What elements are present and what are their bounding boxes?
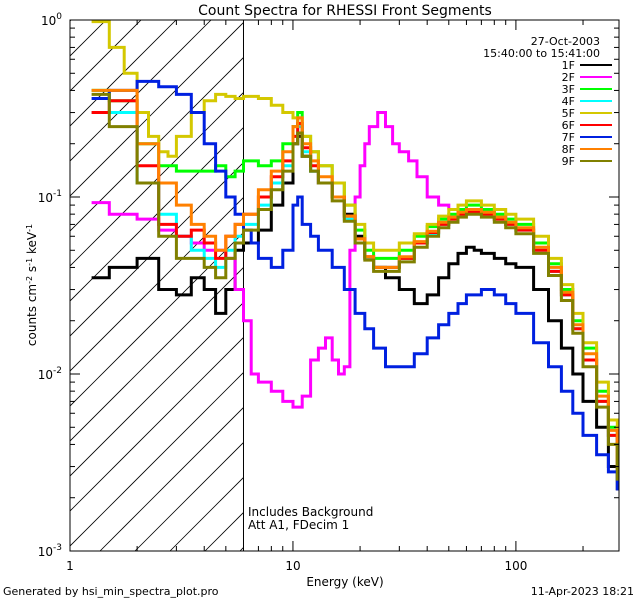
y-tick-label: 100 — [41, 12, 62, 28]
hatch-line — [70, 21, 244, 197]
legend-label-4f: 4F — [562, 95, 575, 108]
hatch-line — [70, 91, 244, 267]
hatch-line — [70, 231, 244, 407]
hatch-line — [70, 371, 244, 547]
time-range-label: 15:40:00 to 15:41:00 — [483, 47, 600, 60]
y-tick-label: 10-1 — [38, 189, 62, 205]
hatch-line — [70, 20, 142, 92]
legend-label-3f: 3F — [562, 83, 575, 96]
y-tick-label: 10-3 — [38, 543, 62, 559]
hatch-line — [70, 56, 244, 232]
legend-label-1f: 1F — [562, 59, 575, 72]
series-layer — [91, 20, 619, 491]
series-line-9f — [91, 92, 619, 481]
legend-label-5f: 5F — [562, 107, 575, 120]
hatch-line — [70, 266, 244, 442]
hatch-line — [70, 301, 244, 477]
hatch-line — [134, 441, 244, 551]
legend-label-2f: 2F — [562, 71, 575, 84]
legend-label-6f: 6F — [562, 119, 575, 132]
footer-timestamp: 11-Apr-2023 18:21 — [531, 585, 634, 598]
axis-layer: 1 10 100 10-3 10-2 10-1 100 — [38, 12, 619, 573]
chart-title: Count Spectra for RHESSI Front Segments — [198, 3, 492, 19]
x-tick-label: 1 — [66, 559, 74, 573]
annotation-background: Includes Background — [248, 505, 373, 519]
hatch-line — [275, 0, 640, 551]
hatch-line — [70, 20, 177, 127]
hatch-line — [239, 546, 244, 551]
hatch-line — [70, 161, 244, 337]
legend-label-9f: 9F — [562, 155, 575, 168]
footer-generated-by: Generated by hsi_min_spectra_plot.pro — [3, 585, 219, 598]
y-tick-label: 10-2 — [38, 366, 62, 382]
legend-label-7f: 7F — [562, 131, 575, 144]
hatch-line — [70, 20, 212, 162]
legend-label-8f: 8F — [562, 143, 575, 156]
hatch-line — [70, 20, 107, 57]
hatch-line — [345, 0, 640, 551]
hatch-line — [70, 20, 72, 22]
annotation-attenuator: Att A1, FDecim 1 — [248, 518, 349, 532]
x-axis-label: Energy (keV) — [306, 575, 383, 589]
hatch-line — [99, 406, 244, 551]
date-label: 27-Oct-2003 — [531, 35, 600, 48]
series-line-7f — [91, 79, 619, 491]
x-tick-label: 100 — [504, 559, 527, 573]
hatch-line — [310, 0, 640, 551]
hatch-line — [70, 126, 244, 302]
hatch-line — [70, 196, 244, 372]
y-axis-label: counts cm-2 s-1 keV-1 — [25, 224, 39, 346]
plot-frame — [69, 19, 620, 552]
attenuator-hatch-region — [70, 0, 640, 551]
x-tick-label: 10 — [285, 559, 300, 573]
hatch-line — [70, 336, 244, 512]
